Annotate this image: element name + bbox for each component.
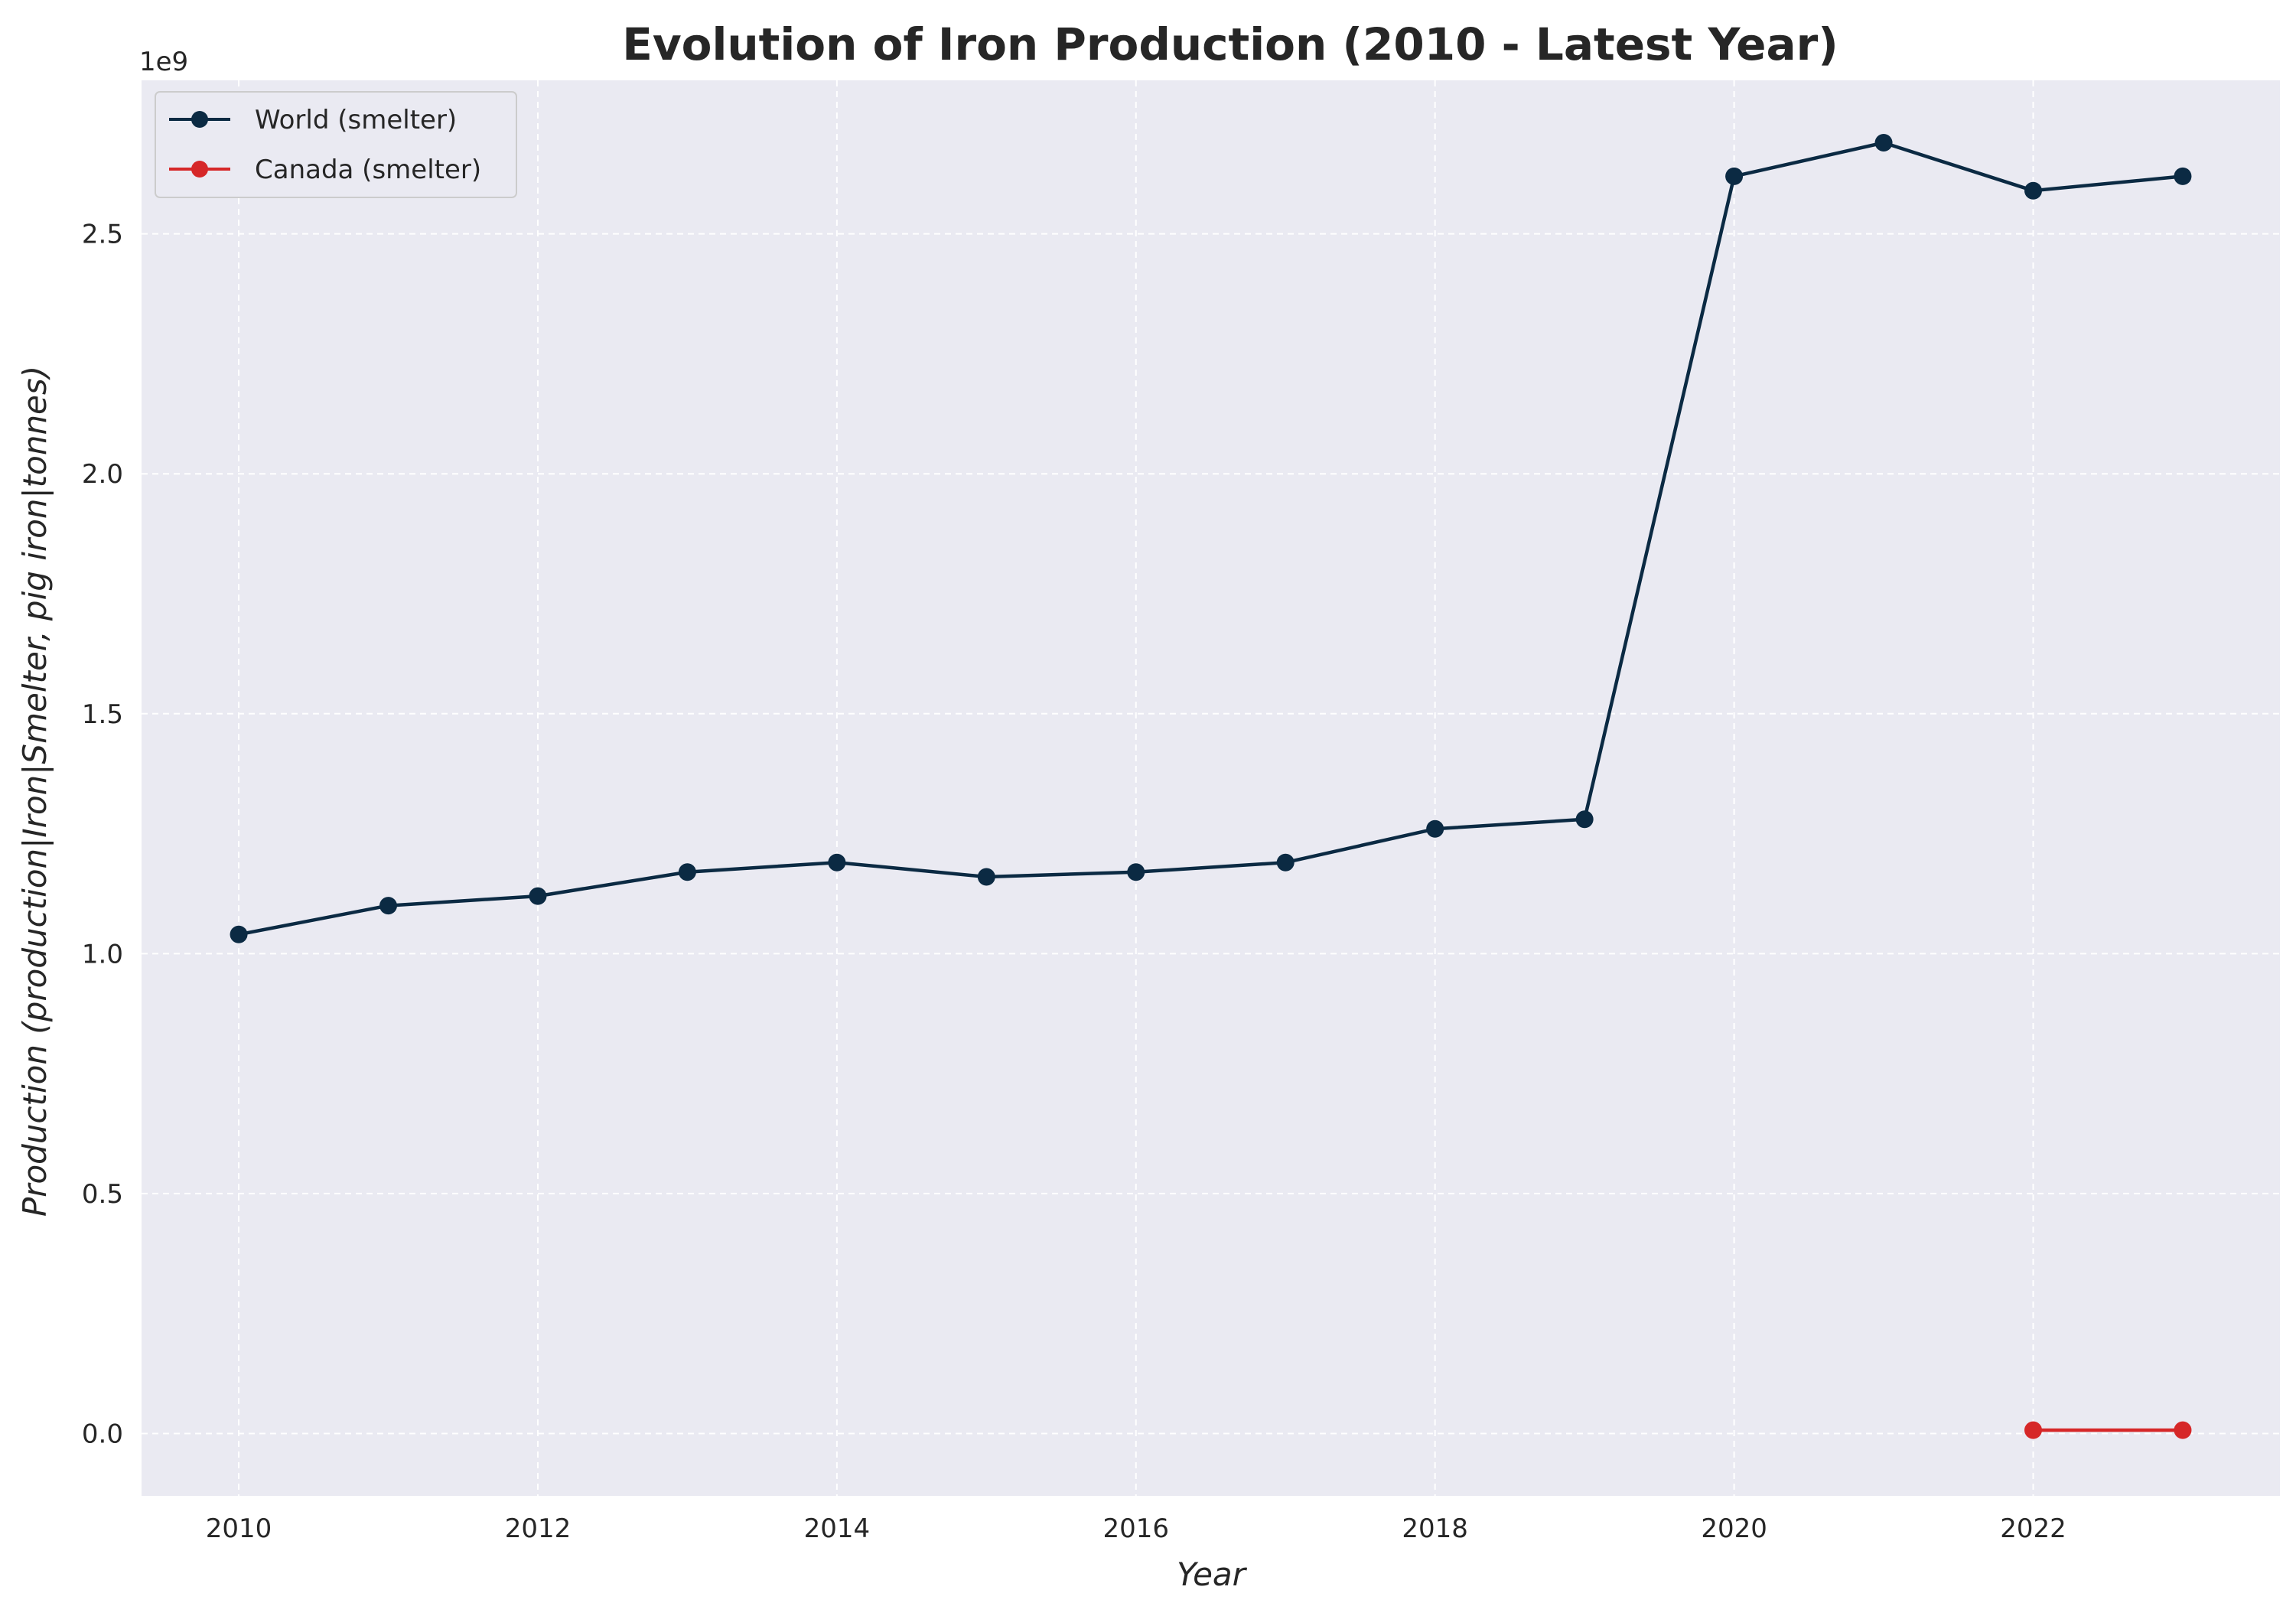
data-point-series-0 [977, 868, 995, 886]
y-tick-label: 1.0 [82, 939, 123, 969]
legend-canada-marker [191, 161, 208, 178]
y-axis-label: Production (production|Iron|Smelter, pig… [16, 366, 54, 1217]
data-point-series-0 [1874, 134, 1893, 152]
data-point-series-0 [1575, 810, 1594, 829]
data-point-series-0 [828, 853, 846, 872]
y-axis-offset-label: 1e9 [139, 47, 188, 77]
y-tick-label: 2.5 [82, 220, 123, 250]
x-axis-label: Year [1177, 1556, 1248, 1593]
data-point-series-0 [2024, 181, 2042, 200]
x-tick-label: 2010 [206, 1513, 272, 1544]
data-point-series-0 [2174, 167, 2192, 185]
axis-ticks: 2010 2012 2014 2016 2018 2020 2022 0.0 0.5 1.0 1.5… [82, 220, 2066, 1544]
x-tick-label: 2022 [2000, 1513, 2066, 1544]
data-point-series-1 [2174, 1421, 2192, 1439]
data-point-series-0 [1725, 167, 1744, 185]
data-point-series-0 [1426, 819, 1444, 838]
series-line-0 [238, 141, 2184, 937]
plot-area [142, 80, 2280, 1496]
x-tick-label: 2014 [804, 1513, 871, 1544]
legend: World (smelter) Canada (smelter) [155, 91, 517, 198]
data-point-series-0 [1127, 863, 1145, 881]
data-point-series-0 [1276, 853, 1295, 872]
x-tick-label: 2012 [505, 1513, 572, 1544]
legend-frame [155, 91, 517, 198]
legend-canada-label: Canada (smelter) [255, 155, 481, 185]
legend-world-marker [191, 111, 208, 128]
legend-world-label: World (smelter) [255, 105, 457, 135]
data-point-series-0 [678, 863, 696, 881]
data-series [230, 134, 2192, 1439]
data-point-series-1 [2024, 1421, 2042, 1439]
grid-lines [142, 80, 2280, 1496]
data-point-series-0 [379, 897, 397, 915]
x-tick-label: 2016 [1103, 1513, 1170, 1544]
data-point-series-0 [529, 887, 547, 905]
y-tick-label: 0.0 [82, 1419, 123, 1449]
x-tick-label: 2020 [1701, 1513, 1767, 1544]
y-tick-label: 0.5 [82, 1179, 123, 1210]
y-tick-label: 1.5 [82, 699, 123, 730]
x-tick-label: 2018 [1402, 1513, 1468, 1544]
y-tick-label: 2.0 [82, 459, 123, 490]
chart-title: Evolution of Iron Production (2010 - Lat… [622, 18, 1838, 70]
data-point-series-0 [230, 925, 248, 943]
